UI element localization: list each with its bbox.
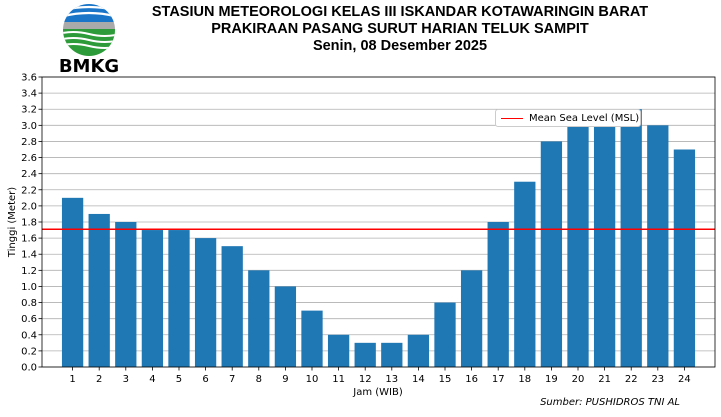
- y-tick-label: 0.8: [21, 298, 37, 309]
- bar-hour-9: [274, 286, 297, 367]
- bar-hour-18: [514, 181, 536, 367]
- x-tick-label: 6: [202, 374, 208, 385]
- bar-hour-8: [248, 270, 270, 367]
- bar-hour-7: [221, 246, 243, 367]
- bar-hour-15: [434, 302, 456, 367]
- plot-frame: [41, 76, 716, 368]
- y-tick-label: 2.2: [21, 185, 37, 196]
- y-tick-label: 2.0: [21, 201, 37, 212]
- bar-hour-14: [407, 334, 430, 367]
- x-tick-label: 3: [123, 374, 129, 385]
- bar-layer: [61, 109, 696, 367]
- x-tick-label: 9: [282, 374, 288, 385]
- bar-hour-23: [647, 125, 669, 367]
- x-tick-label: 18: [518, 374, 531, 385]
- x-tick-label: 2: [96, 374, 102, 385]
- x-tick-label: 17: [492, 374, 505, 385]
- y-tick-label: 0.4: [21, 330, 37, 341]
- source-note: Sumber: PUSHIDROS TNI AL: [540, 397, 680, 408]
- x-tick-label: 12: [359, 374, 372, 385]
- bar-hour-22: [620, 109, 642, 367]
- bar-hour-13: [381, 342, 403, 367]
- bar-hour-2: [88, 213, 110, 367]
- x-tick-label: 4: [149, 374, 155, 385]
- y-tick-label: 1.0: [21, 282, 37, 293]
- bar-hour-10: [301, 310, 323, 367]
- bmkg-logo: BMKG: [56, 2, 122, 78]
- axis-layer: 0.0 0.2 0.4 0.6 0.8 1.0 1.2 1.4 1.6 1.8 2.0 2.2 2.4 2…: [21, 73, 716, 385]
- x-tick-label: 19: [545, 374, 558, 385]
- x-tick-label: 20: [572, 374, 585, 385]
- x-tick-label: 1: [69, 374, 75, 385]
- bar-hour-12: [354, 342, 376, 367]
- x-tick-label: 21: [598, 374, 611, 385]
- bar-hour-17: [487, 222, 509, 367]
- y-tick-label: 1.6: [21, 234, 37, 245]
- bar-hour-20: [567, 125, 589, 367]
- bar-hour-5: [168, 230, 190, 367]
- legend-msl-swatch: [501, 117, 523, 119]
- x-tick-label: 7: [229, 374, 235, 385]
- x-tick-label: 23: [651, 374, 664, 385]
- y-tick-label: 3.2: [21, 105, 37, 116]
- x-tick-label: 14: [412, 374, 425, 385]
- legend-msl-label: Mean Sea Level (MSL): [529, 112, 640, 124]
- bar-hour-19: [540, 141, 563, 367]
- x-tick-label: 22: [625, 374, 638, 385]
- x-tick-label: 16: [465, 374, 478, 385]
- bar-hour-21: [593, 109, 616, 367]
- bar-hour-4: [141, 230, 164, 367]
- y-tick-label: 3.4: [21, 89, 37, 100]
- y-tick-label: 2.8: [21, 137, 37, 148]
- chart-title-block: STASIUN METEOROLOGI KELAS III ISKANDAR K…: [130, 4, 670, 55]
- bmkg-emblem-icon: [63, 4, 115, 56]
- y-tick-label: 0.6: [21, 314, 37, 325]
- bar-hour-3: [115, 222, 137, 367]
- x-tick-label: 5: [176, 374, 182, 385]
- x-tick-label: 24: [678, 374, 691, 385]
- bar-hour-11: [327, 334, 350, 367]
- y-tick-label: 0.0: [21, 363, 37, 374]
- y-tick-label: 2.6: [21, 153, 37, 164]
- y-tick-label: 1.4: [21, 250, 37, 261]
- bar-hour-24: [673, 149, 696, 367]
- bar-hour-1: [61, 197, 84, 367]
- bar-hour-6: [194, 238, 217, 367]
- x-tick-label: 10: [306, 374, 319, 385]
- bar-hour-16: [460, 270, 483, 367]
- y-axis-label: Tinggi (Meter): [7, 187, 18, 258]
- x-tick-label: 11: [332, 374, 345, 385]
- date-title: Senin, 08 Desember 2025: [312, 38, 488, 54]
- x-tick-label: 13: [385, 374, 398, 385]
- x-tick-label: 15: [439, 374, 452, 385]
- y-tick-label: 3.0: [21, 121, 37, 132]
- y-tick-label: 3.6: [21, 73, 37, 84]
- logo-text: BMKG: [58, 56, 120, 77]
- station-title: STASIUN METEOROLOGI KELAS III ISKANDAR K…: [151, 4, 649, 20]
- forecast-title: PRAKIRAAN PASANG SURUT HARIAN TELUK SAMP…: [211, 21, 589, 37]
- y-tick-label: 0.2: [21, 346, 37, 357]
- x-tick-label: 8: [256, 374, 262, 385]
- y-tick-label: 1.2: [21, 266, 37, 277]
- x-axis-label: Jam (WIB): [352, 387, 403, 398]
- y-tick-label: 2.4: [21, 169, 37, 180]
- y-tick-label: 1.8: [21, 218, 37, 229]
- legend: Mean Sea Level (MSL): [495, 109, 641, 127]
